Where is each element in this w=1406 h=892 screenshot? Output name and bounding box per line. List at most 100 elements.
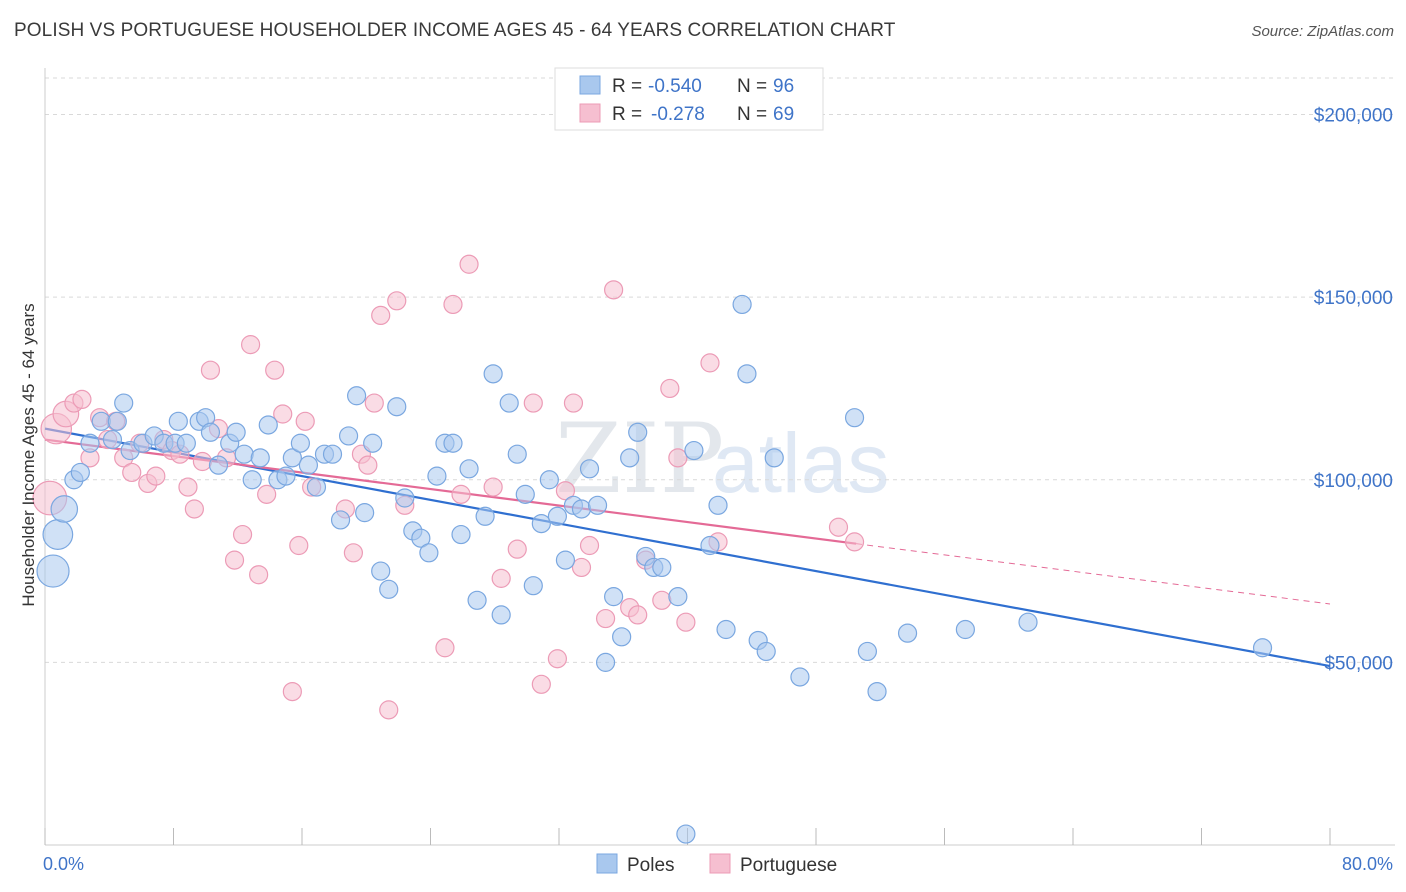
portuguese-point [828,517,849,537]
poles-point [857,641,878,662]
legend-portuguese-r-value: -0.278 [651,104,705,125]
portuguese-point [282,681,302,702]
legend-swatch-portuguese [579,103,601,123]
poles-point [515,484,535,504]
portuguese-point [257,484,277,504]
poles-point [363,433,383,453]
portuguese-point [435,638,455,658]
x-tick-label: 80.0% [1342,854,1393,874]
poles-point [102,429,123,450]
poles-point [298,455,319,475]
poles-point [523,576,543,596]
poles-point [571,499,592,519]
x-tick-label: 0.0% [43,854,84,874]
poles-point [539,470,559,490]
bottom-legend-swatch-portuguese [709,853,731,874]
poles-point [168,411,188,431]
portuguese-point [451,484,471,504]
portuguese-point [200,360,221,380]
poles-point [756,641,776,662]
portuguese-point [379,700,399,720]
bottom-legend-portuguese: Portuguese [740,855,837,876]
portuguese-point [343,543,363,563]
poles-point [107,411,127,431]
bottom-legend-swatch-poles [596,853,618,874]
legend-portuguese-n-value: 69 [773,104,794,125]
poles-point [451,524,471,545]
poles-point [276,466,296,486]
portuguese-point [668,448,688,468]
poles-point [467,590,487,610]
poles-point [579,459,600,479]
poles-point [387,397,407,417]
poles-point [499,393,519,413]
portuguese-point [265,360,285,380]
portuguese-point [604,280,624,300]
poles-point [700,535,720,556]
poles-point [555,550,576,570]
poles-point [91,411,111,431]
portuguese-point [652,590,672,610]
poles-point [347,386,367,406]
legend-swatch-poles [579,75,601,95]
y-axis-label: Householder Income Ages 45 - 64 years [19,303,38,606]
bottom-legend: Poles Portuguese [596,853,837,876]
poles-point [1018,612,1038,632]
poles-point [475,506,495,526]
poles-point [379,579,399,599]
portuguese-point [628,605,648,625]
data-points [32,254,1273,844]
poles-point [708,495,728,515]
portuguese-point [660,378,680,399]
portuguese-point [443,294,463,315]
legend-poles-n-value: 96 [773,76,794,97]
gridlines [45,77,1395,663]
portuguese-point [192,451,213,472]
portuguese-point [232,524,253,545]
poles-point [491,605,511,625]
poles-point [250,448,270,468]
poles-point [80,433,100,453]
portuguese-point [224,550,245,570]
portuguese-point [72,389,92,410]
poles-point [595,652,616,672]
portuguese-point [295,411,315,431]
portuguese-point [249,565,269,585]
poles-point [226,422,246,442]
poles-point [371,561,391,581]
poles-point [411,528,431,548]
legend-poles-r-label: R = [612,76,642,97]
portuguese-point [364,393,384,413]
y-tick-label: $100,000 [1314,471,1393,492]
poles-point [258,415,278,435]
poles-point [70,462,90,483]
poles-point [716,619,736,640]
poles-point [36,554,70,588]
poles-point [427,466,447,486]
poles-point [955,619,975,640]
poles-point [668,587,688,607]
watermark-atlas: atlas [712,416,889,510]
poles-point [483,364,503,384]
portuguese-point [483,477,503,497]
poles-point [790,667,810,687]
portuguese-point [459,254,479,274]
poles-point [200,422,221,442]
portuguese-point [371,305,391,326]
portuguese-point [178,477,198,497]
poles-point [604,587,624,607]
poles-point [242,470,262,490]
poles-point [764,448,784,468]
portuguese-point [531,674,551,694]
portuguese-point [563,393,584,413]
portuguese-point [491,568,511,588]
y-tick-label: $200,000 [1314,106,1393,127]
chart-title: POLISH VS PORTUGUESE HOUSEHOLDER INCOME … [14,20,896,41]
portuguese-point [273,404,293,424]
poles-point [290,433,310,453]
poles-point [732,294,752,315]
top-legend: R = -0.540 N = 96 R = -0.278 N = 69 [554,67,824,131]
y-tick-label: $50,000 [1324,653,1393,674]
poles-point [844,408,865,428]
